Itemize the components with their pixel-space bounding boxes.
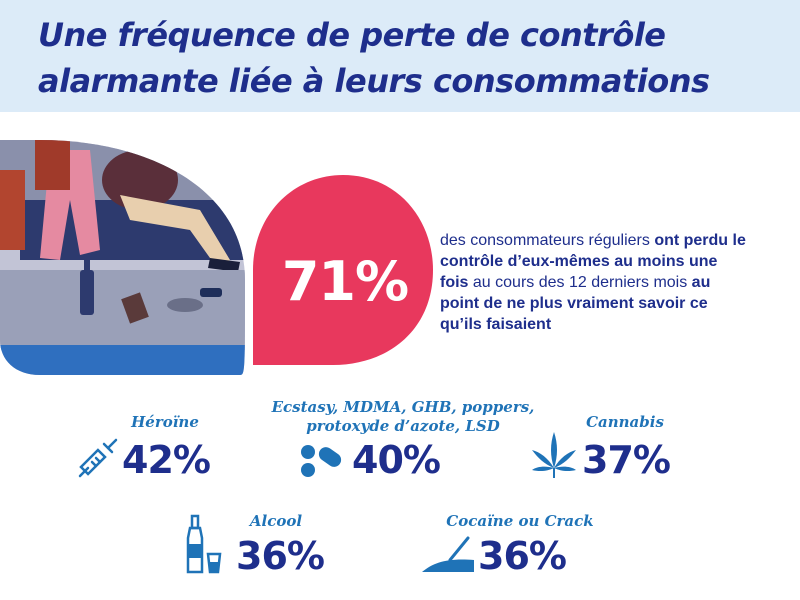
pink-drop-shape [253, 175, 433, 365]
stat-label-heroine: Héroïne [131, 413, 199, 431]
title-banner: Une fréquence de perte de contrôle alarm… [0, 0, 800, 112]
desc-part-1: des consommateurs réguliers [440, 232, 655, 249]
desc-part-2: ont perdu le contrôle d’eux-mêmes au moi… [440, 232, 746, 291]
page-title: Une fréquence de perte de contrôle alarm… [38, 12, 798, 104]
stat-label-cannabis: Cannabis [586, 413, 664, 431]
stat-percent-ecstasy: 40% [352, 438, 441, 482]
headline-percent: 71% [281, 250, 409, 313]
title-line-1: Une fréquence de perte de contrôle [38, 16, 666, 54]
pills-icon [301, 445, 342, 477]
syringe-icon [78, 438, 118, 478]
stat-percent-cannabis: 37% [582, 438, 671, 482]
desc-part-4: au point de ne plus vraiment savoir ce q… [440, 274, 711, 333]
headline-description: des consommateurs réguliers ont perdu le… [440, 230, 750, 335]
desc-part-3: au cours des 12 derniers mois [468, 274, 692, 291]
stat-label-ecstasy: Ecstasy, MDMA, GHB, poppers, protoxyde d… [268, 398, 538, 436]
cannabis-leaf-icon [532, 432, 576, 478]
party-illustration [0, 140, 245, 375]
stat-label-ecstasy-line-2: protoxyde d’azote, LSD [306, 417, 500, 435]
stat-percent-alcool: 36% [236, 534, 325, 578]
stat-label-ecstasy-line-1: Ecstasy, MDMA, GHB, poppers, [271, 398, 535, 416]
title-line-2: alarmante liée à leurs consommations [38, 62, 710, 100]
stat-percent-cocaine: 36% [478, 534, 567, 578]
stat-percent-heroine: 42% [122, 438, 211, 482]
cocaine-line-icon [422, 536, 474, 572]
stat-label-alcool: Alcool [249, 512, 303, 530]
bottle-glass-icon [186, 514, 222, 574]
stat-label-cocaine: Cocaïne ou Crack [446, 512, 594, 530]
